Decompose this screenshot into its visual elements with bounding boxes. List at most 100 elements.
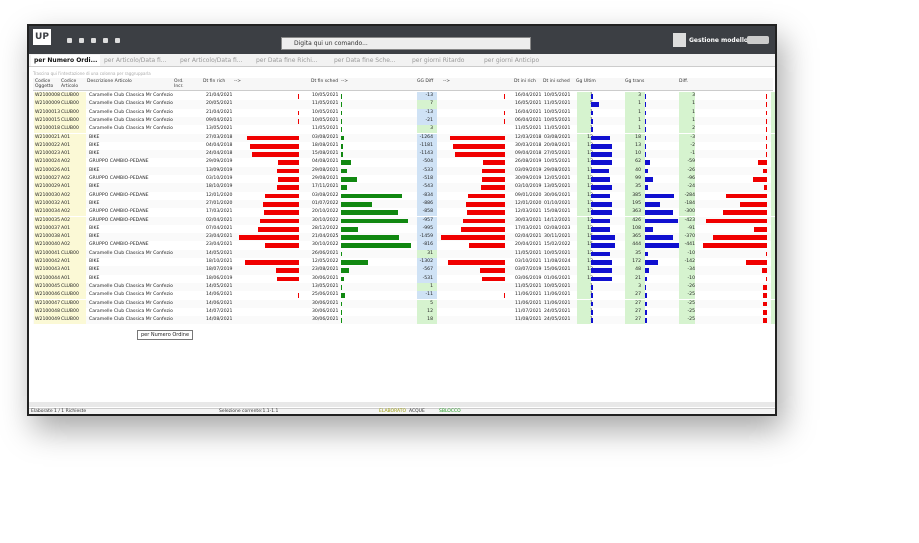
difference-bar xyxy=(703,243,767,249)
cell-bg xyxy=(625,307,645,317)
ultim-bar xyxy=(591,210,612,215)
column-header[interactable]: Codice Oggetto xyxy=(35,79,54,89)
header-row-bg xyxy=(33,78,773,91)
column-header[interactable]: Gg Ultim xyxy=(576,79,596,84)
table-cell: 14/08/2021 xyxy=(206,317,233,323)
table-cell[interactable]: W2100040 xyxy=(35,242,61,248)
difference-bar xyxy=(766,135,767,141)
cell-bg xyxy=(417,241,437,250)
table-cell: 01/10/2021 xyxy=(544,200,571,206)
ultim-bar xyxy=(591,235,615,240)
user-name[interactable]: Gestione modello xyxy=(689,37,749,44)
trans-green-bar xyxy=(341,276,345,282)
table-cell[interactable]: W2100013 xyxy=(35,109,61,115)
table-cell[interactable]: W2100024 xyxy=(35,159,61,165)
column-header[interactable]: --> xyxy=(341,79,349,84)
column-header[interactable]: Dt ini rich xyxy=(514,79,536,84)
logo[interactable]: UP xyxy=(33,29,51,45)
row-stripe xyxy=(33,133,773,142)
table-cell: 11/07/2021 xyxy=(515,308,542,314)
table-cell[interactable]: W2100015 xyxy=(35,117,61,123)
table-cell[interactable]: W2100037 xyxy=(35,225,61,231)
table-cell[interactable]: W2100026 xyxy=(35,167,61,173)
table-cell[interactable]: W2100042 xyxy=(35,259,61,264)
table-cell: 06/04/2021 xyxy=(515,117,542,123)
table-cell[interactable]: W2100021 xyxy=(35,134,61,140)
trans-bar xyxy=(645,218,678,224)
table-cell[interactable]: W2100045 xyxy=(35,283,61,289)
diff-bar xyxy=(467,210,505,215)
table-cell: 23/04/2021 xyxy=(206,242,233,248)
refresh-icon[interactable] xyxy=(115,38,120,43)
column-header[interactable]: Ord. Incr. xyxy=(174,79,184,89)
table-cell[interactable]: W2100027 xyxy=(35,176,61,181)
table-cell[interactable]: W2100018 xyxy=(35,126,61,132)
table-cell[interactable]: W2100029 xyxy=(35,184,61,190)
column-header[interactable]: --> xyxy=(234,79,242,84)
table-cell[interactable]: W2100034 xyxy=(35,209,61,215)
user-avatar[interactable] xyxy=(673,33,686,47)
column-header[interactable]: Dt fin rich xyxy=(203,79,226,84)
table-cell: 20/08/2021 xyxy=(544,142,571,148)
command-search[interactable]: Digita qui un comando... xyxy=(281,37,531,50)
table-cell: A01 xyxy=(61,275,70,281)
table-cell[interactable]: W2100048 xyxy=(35,308,61,314)
table-cell[interactable]: W2100049 xyxy=(35,317,61,323)
column-header[interactable]: Codice Articolo xyxy=(61,79,79,89)
table-cell: A01 xyxy=(61,267,70,273)
delay-bar xyxy=(247,135,299,141)
table-cell: 10/05/2021 xyxy=(312,117,339,123)
table-cell: Caramelle Club Classica Mr Confezio xyxy=(89,292,173,298)
table-cell[interactable]: W2100046 xyxy=(35,292,61,298)
status-text: Elaborate 1 / 1 Richieste xyxy=(31,409,87,414)
column-header[interactable]: --> xyxy=(443,79,451,84)
column-header[interactable]: Dt fin sched xyxy=(311,79,339,84)
menu-button[interactable] xyxy=(747,36,769,44)
table-cell[interactable]: W2100030 xyxy=(35,192,61,198)
table-cell[interactable]: W2100032 xyxy=(35,200,61,206)
cell-bg xyxy=(34,100,86,109)
cell-bg xyxy=(625,175,645,184)
table-cell[interactable]: W2100008 xyxy=(35,93,61,98)
ultim-bar xyxy=(591,152,612,157)
table-cell: 24/05/2021 xyxy=(544,308,571,314)
table-cell[interactable]: W2100043 xyxy=(35,267,61,273)
table-cell: 14/05/2021 xyxy=(206,283,233,289)
window-icon[interactable] xyxy=(103,38,108,43)
column-header[interactable]: GG Diff xyxy=(417,79,434,84)
favorite-icon[interactable] xyxy=(79,38,84,43)
column-header[interactable]: Gg trans xyxy=(625,79,645,84)
table-cell[interactable]: W2100023 xyxy=(35,151,61,157)
table-cell: 30/03/2018 xyxy=(515,142,542,148)
table-cell: 13/05/2021 xyxy=(544,184,571,190)
tab[interactable]: per Numero Ordi... xyxy=(31,55,101,66)
cell-bg xyxy=(34,299,86,308)
horizontal-scrollbar[interactable] xyxy=(29,402,775,407)
tab[interactable]: per giorni Ritardo xyxy=(412,57,465,64)
column-header[interactable]: Diff. xyxy=(679,79,689,84)
table-cell[interactable]: W2100009 xyxy=(35,101,61,107)
column-header[interactable]: Descrizione Articolo xyxy=(87,79,132,84)
table-cell: GRUPPO CAMBIO-PEDANE xyxy=(89,192,149,198)
table-cell[interactable]: W2100041 xyxy=(35,250,61,256)
table-cell[interactable]: W2100022 xyxy=(35,142,61,148)
difference-bar xyxy=(763,301,767,307)
table-cell[interactable]: W2100044 xyxy=(35,275,61,281)
table-cell[interactable]: W2100038 xyxy=(35,234,61,240)
tab[interactable]: per Articolo/Data fi... xyxy=(180,57,243,64)
ultim-bar xyxy=(591,260,612,265)
delay-bar xyxy=(298,293,299,298)
tab[interactable]: per Data fine Richi... xyxy=(256,57,318,64)
tab[interactable]: per Articolo/Data fi... xyxy=(104,57,167,64)
column-header[interactable]: Dt ini sched xyxy=(543,79,570,84)
cell-bg xyxy=(417,199,437,209)
table-cell: 04/08/2021 xyxy=(312,159,339,165)
table-cell: 29/08/2021 xyxy=(312,167,339,173)
help-icon[interactable] xyxy=(91,38,96,43)
home-icon[interactable] xyxy=(67,38,72,43)
ultim-bar xyxy=(591,318,593,323)
table-cell[interactable]: W2100047 xyxy=(35,300,61,306)
tab[interactable]: per Data fine Sche... xyxy=(334,57,396,64)
table-cell[interactable]: W2100035 xyxy=(35,217,61,223)
tab[interactable]: per giorni Anticipo xyxy=(484,57,540,64)
